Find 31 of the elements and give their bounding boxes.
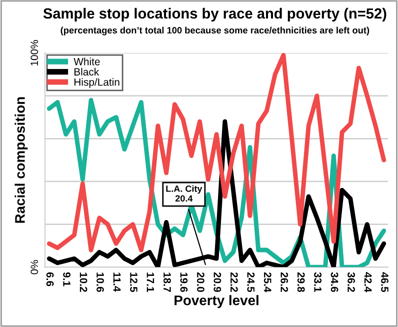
x-tick-label: 29.8 (297, 272, 305, 292)
x-tick-label: 36.2 (348, 272, 355, 292)
x-tick-label: 17.1 (146, 272, 154, 292)
x-tick-label: 42.4 (364, 272, 372, 292)
x-tick-label: 6.6 (46, 272, 54, 286)
legend-label: Black (74, 68, 100, 76)
x-tick-label: 12.5 (130, 272, 138, 292)
x-tick-label: 9.1 (63, 272, 70, 286)
y-tick-label: 100% (30, 40, 38, 66)
chart-title: Sample stop locations by race and poverty (n=52) (43, 8, 386, 22)
x-tick-label: 22.2 (230, 272, 238, 292)
x-tick-label: 46.5 (381, 272, 388, 292)
y-axis-title: Racial composition (14, 97, 28, 223)
legend-label: White (74, 58, 100, 66)
x-tick-label: 20.9 (214, 272, 222, 292)
x-tick-label: 26.2 (280, 272, 288, 292)
x-tick-label: 10.2 (80, 272, 88, 292)
x-tick-label: 34.6 (330, 272, 338, 292)
annotation: L.A. City 20.4 (166, 185, 202, 202)
x-tick-label: 20.0 (196, 272, 204, 292)
x-tick-label: 33.1 (314, 272, 322, 292)
chart-subtitle: (percentages don’t total 100 because some race/ethnicities are left out) (60, 26, 370, 36)
x-tick-label: 18.7 (164, 272, 171, 292)
x-tick-label: 25.4 (264, 272, 272, 292)
x-tick-label: 10.6 (96, 272, 104, 292)
x-tick-label: 19.6 (180, 272, 188, 292)
x-tick-label: 24.5 (247, 272, 255, 292)
x-axis-title: Poverty level (174, 295, 258, 308)
legend-label: Hisp/Latin (74, 78, 120, 88)
x-tick-label: 11.4 (113, 272, 121, 292)
y-tick-label: 0% (30, 260, 38, 274)
